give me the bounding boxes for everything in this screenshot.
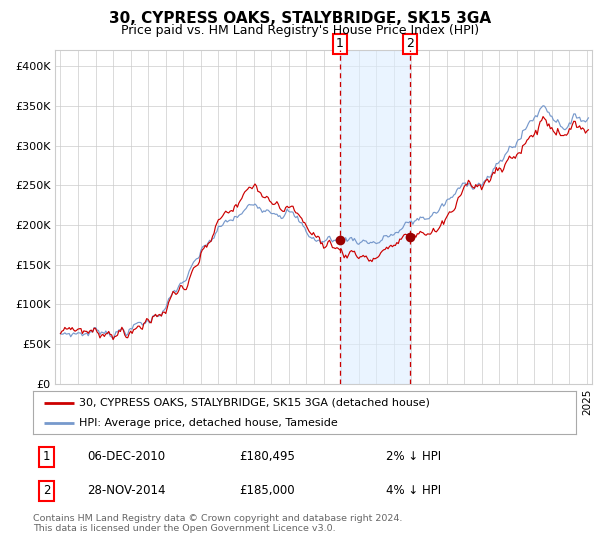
Text: 06-DEC-2010: 06-DEC-2010 (88, 450, 166, 464)
Text: 2% ↓ HPI: 2% ↓ HPI (386, 450, 441, 464)
Text: 30, CYPRESS OAKS, STALYBRIDGE, SK15 3GA: 30, CYPRESS OAKS, STALYBRIDGE, SK15 3GA (109, 11, 491, 26)
Text: £180,495: £180,495 (239, 450, 295, 464)
Text: 1: 1 (336, 38, 344, 50)
Bar (340, 50, 410, 384)
Text: HPI: Average price, detached house, Tameside: HPI: Average price, detached house, Tame… (79, 418, 338, 427)
Text: 2: 2 (43, 484, 50, 497)
Text: 1: 1 (43, 450, 50, 464)
Text: £185,000: £185,000 (239, 484, 295, 497)
Text: 4% ↓ HPI: 4% ↓ HPI (386, 484, 441, 497)
Text: Price paid vs. HM Land Registry's House Price Index (HPI): Price paid vs. HM Land Registry's House … (121, 24, 479, 36)
Text: Contains HM Land Registry data © Crown copyright and database right 2024.
This d: Contains HM Land Registry data © Crown c… (33, 514, 403, 533)
Text: 2: 2 (406, 38, 413, 50)
Text: 30, CYPRESS OAKS, STALYBRIDGE, SK15 3GA (detached house): 30, CYPRESS OAKS, STALYBRIDGE, SK15 3GA … (79, 398, 430, 408)
Text: 28-NOV-2014: 28-NOV-2014 (88, 484, 166, 497)
